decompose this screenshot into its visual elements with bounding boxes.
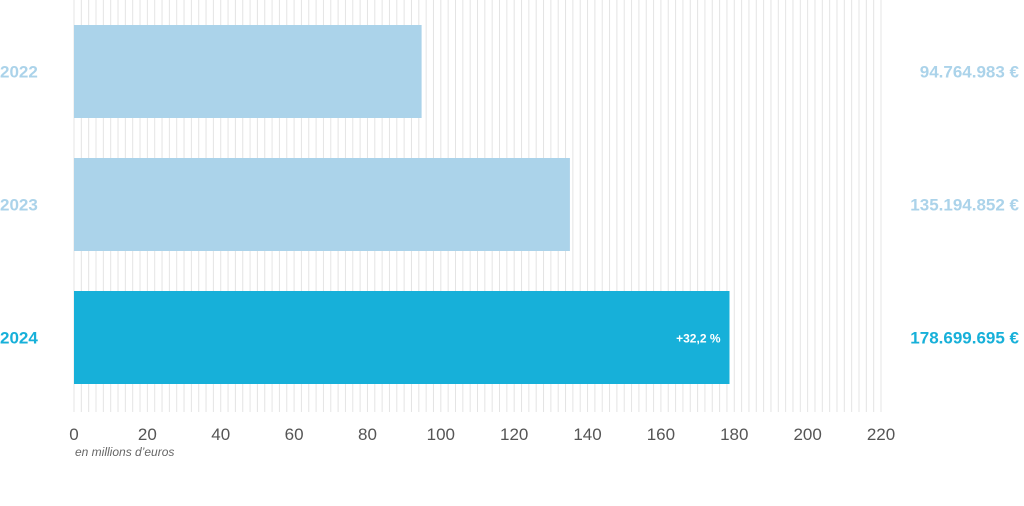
growth-annotation: +32,2 %	[676, 332, 721, 346]
x-tick-label: 200	[793, 425, 821, 444]
x-tick-label: 160	[647, 425, 675, 444]
x-tick-label: 40	[211, 425, 230, 444]
x-tick-label: 60	[285, 425, 304, 444]
x-tick-label: 220	[867, 425, 895, 444]
x-tick-label: 140	[573, 425, 601, 444]
x-axis: 0 20 40 60 80 100 120 140 160 180 200 220	[69, 425, 895, 444]
x-tick-label: 0	[69, 425, 78, 444]
x-axis-label: en millions d’euros	[75, 445, 174, 459]
x-tick-label: 120	[500, 425, 528, 444]
category-label-2022: 2022	[0, 63, 38, 82]
x-tick-label: 180	[720, 425, 748, 444]
value-label-2024: 178.699.695 €	[910, 329, 1019, 348]
x-tick-label: 20	[138, 425, 157, 444]
x-tick-label: 100	[427, 425, 455, 444]
bar-2023	[74, 158, 570, 251]
category-label-2024: 2024	[0, 329, 38, 348]
bar-2024	[74, 291, 730, 384]
bar-2022	[74, 25, 422, 118]
value-label-2022: 94.764.983 €	[920, 63, 1020, 82]
x-tick-label: 80	[358, 425, 377, 444]
category-label-2023: 2023	[0, 196, 38, 215]
chart-bars: 2022 94.764.983 € 2023 135.194.852 € 2024 178…	[0, 25, 1020, 384]
value-label-2023: 135.194.852 €	[910, 196, 1019, 215]
